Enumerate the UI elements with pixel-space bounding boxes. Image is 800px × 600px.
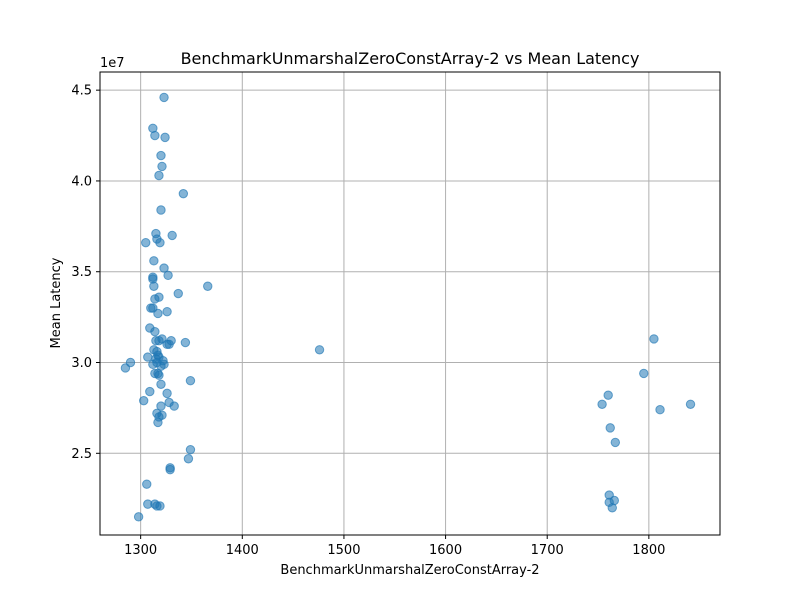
x-tick-label: 1800 — [632, 543, 665, 558]
data-point — [162, 388, 172, 399]
data-point — [164, 339, 174, 350]
y-ticks: 2.5 3.0 3.5 4.0 4.5 — [71, 84, 100, 462]
data-point — [603, 390, 613, 400]
x-ticks: 1300 1400 1500 1600 1700 1800 — [124, 535, 665, 558]
data-point — [156, 379, 166, 389]
data-point — [185, 444, 196, 455]
data-point — [153, 308, 163, 319]
data-point — [133, 512, 144, 522]
x-tick-label: 1700 — [531, 543, 564, 558]
data-point — [153, 417, 163, 428]
x-tick-label: 1500 — [327, 543, 360, 558]
data-point — [165, 464, 175, 475]
data-point — [150, 130, 160, 141]
data-point — [655, 405, 665, 415]
data-point — [162, 306, 172, 317]
data-point — [160, 132, 170, 143]
data-point — [169, 401, 179, 411]
data-point — [163, 270, 173, 281]
y-tick-label: 3.5 — [71, 265, 92, 280]
data-point — [141, 237, 151, 248]
data-point — [139, 395, 149, 406]
data-point — [156, 205, 166, 215]
y-tick-label: 4.5 — [71, 84, 92, 99]
data-point — [607, 503, 617, 513]
data-point — [152, 501, 162, 511]
grid-layer — [100, 72, 720, 535]
data-point — [314, 345, 325, 355]
data-point — [159, 92, 169, 103]
data-point — [183, 454, 194, 464]
chart-title: BenchmarkUnmarshalZeroConstArray-2 vs Me… — [181, 49, 640, 68]
data-point — [157, 161, 167, 172]
data-point — [154, 292, 164, 302]
data-point — [597, 399, 607, 409]
data-point — [159, 263, 169, 273]
data-point — [185, 375, 196, 386]
x-tick-label: 1400 — [226, 543, 259, 558]
data-point — [639, 368, 649, 379]
data-point — [167, 230, 177, 241]
data-point — [151, 336, 161, 346]
data-point — [154, 170, 164, 181]
data-point — [145, 386, 155, 397]
data-point — [143, 352, 153, 362]
data-point — [154, 370, 164, 380]
data-point — [685, 399, 696, 409]
data-point — [149, 256, 159, 266]
data-point — [150, 326, 160, 337]
data-point — [203, 281, 213, 291]
y-tick-label: 2.5 — [71, 447, 92, 462]
data-point — [142, 479, 152, 489]
data-point — [178, 188, 189, 199]
x-axis-title: BenchmarkUnmarshalZeroConstArray-2 — [280, 563, 539, 578]
x-tick-label: 1600 — [429, 543, 462, 558]
data-point — [149, 281, 159, 291]
data-point — [610, 437, 621, 448]
data-point — [180, 337, 191, 348]
data-point — [156, 401, 166, 411]
points-layer — [120, 92, 696, 522]
data-point — [649, 334, 659, 344]
data-point — [120, 363, 131, 373]
data-point — [155, 237, 165, 248]
plot-frame — [99, 71, 721, 536]
data-point — [173, 288, 183, 299]
x-tick-label: 1300 — [124, 543, 157, 558]
y-tick-label: 4.0 — [71, 174, 92, 189]
y-offset-label: 1e7 — [100, 56, 125, 71]
y-tick-label: 3.0 — [71, 356, 92, 371]
axes-layer — [99, 71, 721, 536]
data-point — [605, 423, 615, 433]
y-axis-title: Mean Latency — [49, 257, 64, 348]
data-point — [148, 359, 158, 370]
data-point — [156, 150, 166, 161]
